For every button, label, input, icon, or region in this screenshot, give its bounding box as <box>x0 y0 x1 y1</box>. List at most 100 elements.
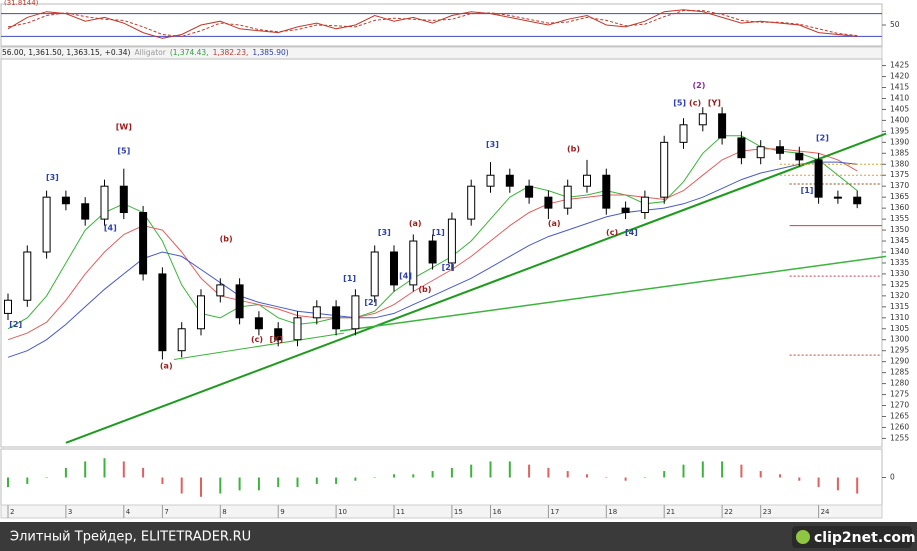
candle-body <box>158 273 167 352</box>
y-tick-label: 1340 <box>890 247 909 256</box>
wave-label: (c) <box>606 228 618 237</box>
histogram-bar <box>277 477 280 488</box>
histogram-bar <box>528 464 531 478</box>
histogram-bar <box>257 477 260 491</box>
wave-label: (a) <box>548 219 561 228</box>
histogram-bar <box>779 474 781 478</box>
candle-body <box>332 306 341 330</box>
candle-body <box>274 328 283 341</box>
wave-label: [2] <box>9 320 22 329</box>
histogram-bar <box>489 461 492 478</box>
y-tick-label: 1395 <box>890 126 909 135</box>
y-tick-label: 1260 <box>890 422 909 431</box>
histogram-bar <box>798 477 801 481</box>
candle-body <box>698 113 707 126</box>
candle-body <box>795 152 804 161</box>
header-strip <box>0 46 883 60</box>
candle-body <box>447 218 456 264</box>
histogram-bar <box>161 477 164 484</box>
y-tick-label: 1415 <box>890 83 909 92</box>
candle-body <box>61 196 70 205</box>
header-item: 1,382.23, <box>213 48 249 57</box>
x-tick-label: 4 <box>126 508 131 516</box>
y-tick-label: 1290 <box>890 357 909 366</box>
wave-label: [2] <box>442 263 455 272</box>
wave-label: [4] <box>399 272 412 281</box>
candle-body <box>544 196 553 209</box>
candle-body <box>409 240 418 286</box>
wave-label: [X] <box>270 335 283 344</box>
wave-label: [Y] <box>708 98 721 107</box>
y-tick-label: 1405 <box>890 104 909 113</box>
histogram-bar <box>296 477 299 488</box>
footer-bar <box>0 522 917 551</box>
logo-box <box>792 526 912 548</box>
wave-label: [1] <box>432 228 445 237</box>
candle-body <box>505 174 514 187</box>
histogram-bar <box>431 471 434 478</box>
x-tick-label: 3 <box>68 508 72 516</box>
y-tick-label: 1255 <box>890 433 909 442</box>
y-tick-label: 1425 <box>890 61 909 70</box>
candle-body <box>640 196 649 214</box>
candle-body <box>216 284 225 297</box>
x-axis-strip <box>0 504 883 519</box>
candle-body <box>737 137 746 159</box>
header-item: Alligator <box>134 48 166 57</box>
y-tick-label: 1310 <box>890 313 909 322</box>
wave-label: (b) <box>220 234 233 243</box>
header-item: (1,374.43, <box>170 48 209 57</box>
x-tick-label: 16 <box>493 508 502 516</box>
y-tick-label: 1420 <box>890 72 909 81</box>
candle-body <box>756 146 765 159</box>
candle-body <box>679 124 688 143</box>
wave-label: [1] <box>801 186 814 195</box>
oscillator-line <box>7 10 858 37</box>
candle-body <box>293 317 302 341</box>
histogram-bar <box>373 477 376 478</box>
histogram-bar <box>200 477 202 497</box>
histogram-bar <box>856 477 859 494</box>
y-tick-label: 1280 <box>890 379 909 388</box>
candle-body <box>621 207 630 214</box>
histogram-bar <box>45 477 48 478</box>
y-tick-label: 1330 <box>890 269 909 278</box>
wave-label: (a) <box>160 362 173 371</box>
candle-body <box>467 185 476 220</box>
histogram-bar <box>315 477 318 484</box>
x-tick-label: 2 <box>10 508 14 516</box>
histogram-bar <box>740 464 743 478</box>
y-tick-label: 1320 <box>890 291 909 300</box>
candle-body <box>42 196 51 253</box>
histogram-bar <box>817 477 820 488</box>
wave-label: (b) <box>567 144 580 153</box>
y-tick-label: 1265 <box>890 411 909 420</box>
wave-label: [5] <box>117 147 130 156</box>
header-item: 56.00, 1,361.50, 1,363.15, +0.34) <box>2 48 131 57</box>
histogram-bar <box>721 461 724 478</box>
x-tick-label: 11 <box>396 508 405 516</box>
y-tick-label: 1390 <box>890 137 909 146</box>
histogram-bar <box>566 471 569 478</box>
header: 56.00, 1,361.50, 1,363.15, +0.34) Alligat… <box>2 48 289 57</box>
histogram-bar <box>7 477 9 488</box>
oscillator-label: (31.8144) <box>4 0 39 7</box>
logo-text: clip2net.com <box>814 530 916 546</box>
wave-label: (c) <box>689 98 701 107</box>
y-tick-label: 1350 <box>890 225 909 234</box>
histogram-bar <box>701 461 704 478</box>
wave-label: (2) <box>692 81 705 90</box>
histogram-bar <box>508 461 511 478</box>
wave-label: (c) <box>251 335 263 344</box>
y-tick-label: 1300 <box>890 335 909 344</box>
candle-body <box>235 284 244 319</box>
y-tick-label: 1360 <box>890 203 909 212</box>
wave-label: [4] <box>104 223 117 232</box>
candle-body <box>119 185 128 214</box>
candle-body <box>139 212 148 275</box>
candle-body <box>23 251 32 301</box>
histogram-bar <box>450 467 453 478</box>
y-tick-label: 1400 <box>890 115 909 124</box>
x-tick-label: 22 <box>724 508 733 516</box>
